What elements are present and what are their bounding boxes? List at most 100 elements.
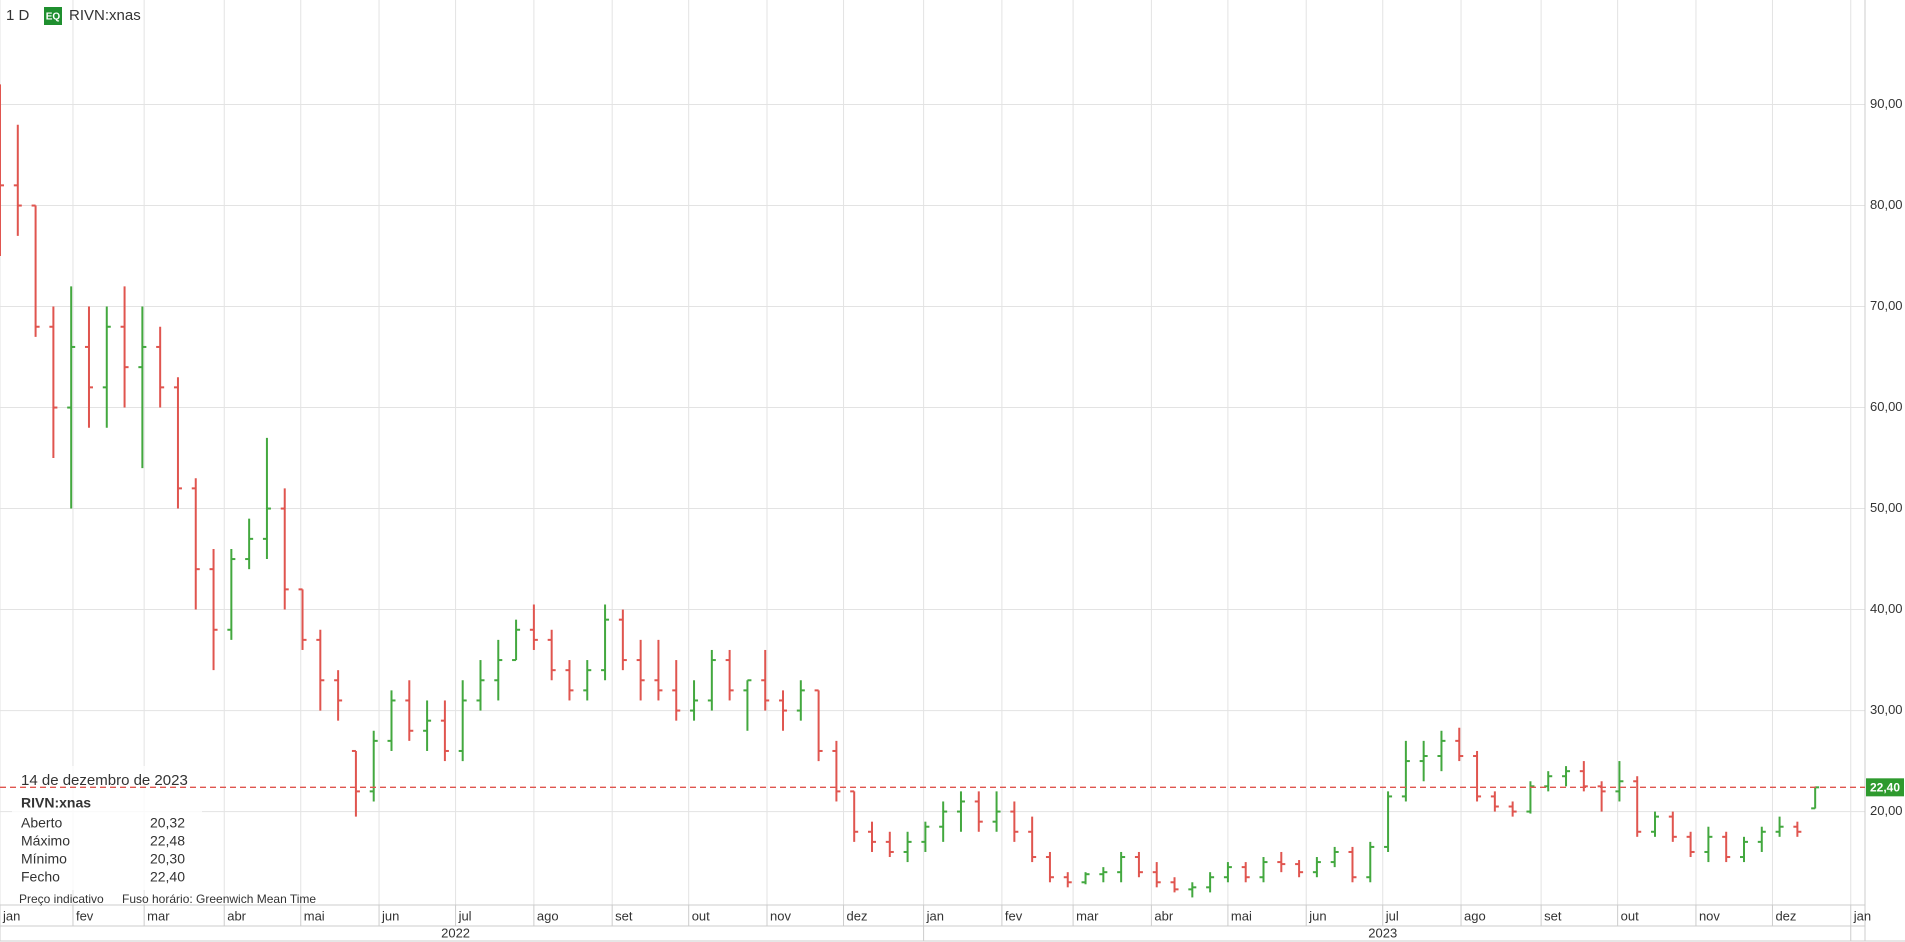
ohlc-bar [1437, 730, 1446, 772]
ohlc-bar [1206, 872, 1215, 893]
ohlc-bar [939, 801, 948, 842]
x-tick-label: abr [1154, 908, 1173, 923]
ohlc-bar [1348, 846, 1357, 883]
x-tick-label: mar [147, 908, 170, 923]
y-tick-label: 20,00 [1870, 803, 1903, 818]
ohlc-bar [1508, 801, 1517, 817]
ohlc-bar [1651, 811, 1660, 837]
ohlc-bar [1117, 851, 1126, 883]
ohlc-bar [1562, 766, 1571, 787]
ohlc-bar [1010, 801, 1019, 842]
x-tick-label: out [1621, 908, 1639, 923]
ohlc-bar [191, 478, 200, 610]
y-tick-label: 50,00 [1870, 500, 1903, 515]
y-tick-label: 40,00 [1870, 601, 1903, 616]
ohlc-bar [84, 306, 93, 428]
y-tick-label: 60,00 [1870, 399, 1903, 414]
ohlc-bar [583, 660, 592, 701]
ohlc-bar [280, 488, 289, 610]
ohlc-bar [1152, 862, 1161, 888]
x-tick-label: out [692, 908, 710, 923]
tooltip-row-value: 22,40 [150, 869, 185, 885]
x-tick-label: jan [2, 908, 20, 923]
ohlc-bar [832, 740, 841, 802]
symbol[interactable]: RIVN:xnas [69, 7, 141, 24]
ohlc-bar [67, 286, 76, 509]
ohlc-bar [1722, 831, 1731, 863]
ohlc-bar [956, 791, 965, 832]
ohlc-bar [1704, 826, 1713, 863]
x-tick-label: abr [227, 908, 246, 923]
ohlc-bar [1686, 831, 1695, 858]
y-tick-label: 70,00 [1870, 298, 1903, 313]
ohlc-bar [1063, 872, 1072, 888]
ohlc-bar [1633, 776, 1642, 837]
tooltip-row-value: 20,32 [150, 815, 185, 831]
ohlc-bar [1455, 727, 1464, 762]
ohlc-bar [1811, 786, 1820, 810]
tooltip-row-value: 22,48 [150, 833, 185, 849]
tooltip-date: 14 de dezembro de 2023 [21, 772, 188, 789]
tooltip: 14 de dezembro de 2023 RIVN:xnas Aberto 2… [12, 766, 202, 890]
ohlc-bar [49, 306, 58, 459]
x-tick-label: fev [76, 908, 94, 923]
tooltip-row-label: Fecho [21, 869, 60, 885]
ohlc-bar [1668, 811, 1677, 842]
ohlc-bar [423, 700, 432, 751]
ohlc-bar [1739, 836, 1748, 863]
ohlc-bar [725, 649, 734, 701]
tooltip-row-label: Mínimo [21, 851, 67, 867]
ohlc-bar [298, 588, 307, 650]
ohlc-bar [458, 680, 467, 762]
ohlc-bar [618, 609, 627, 671]
ohlc-bar [227, 548, 236, 640]
ohlc-bar [1241, 862, 1250, 883]
ohlc-bar [636, 639, 645, 701]
ohlc-bar [1188, 882, 1197, 898]
ohlc-bar [1490, 791, 1499, 812]
badge-bg [44, 7, 62, 25]
year-label: 2022 [441, 925, 470, 940]
badge: EQ [46, 12, 61, 23]
ohlc-bar [1473, 750, 1482, 802]
ohlc-bar [974, 791, 983, 832]
interval[interactable]: 1 D [6, 7, 30, 24]
ohlc-bar [601, 604, 610, 681]
ohlc-bar [743, 679, 752, 731]
ohlc-bar [1045, 851, 1054, 883]
ohlc-bar [850, 790, 859, 842]
last-price-label: 22,40 [1870, 781, 1900, 795]
ohlc-bar [690, 680, 699, 721]
ohlc-bar [761, 649, 770, 711]
ohlc-bar [440, 700, 449, 762]
tooltip-symbol: RIVN:xnas [21, 795, 91, 811]
x-tick-label: mar [1076, 908, 1099, 923]
x-tick-label: set [615, 908, 633, 923]
ohlc-bar [1330, 846, 1339, 868]
ohlc-bar [156, 326, 165, 408]
x-tick-label: nov [770, 908, 791, 923]
tooltip-row-value: 20,30 [150, 851, 185, 867]
ohlc-bar [405, 680, 414, 741]
ohlc-bar [31, 204, 40, 337]
ohlc-bar [1544, 771, 1553, 792]
ohlc-bar [351, 749, 360, 817]
x-tick-label: jan [926, 908, 944, 923]
ohlc-bar [1099, 867, 1108, 883]
ohlc-bar [334, 670, 343, 721]
y-tick-label: 30,00 [1870, 702, 1903, 717]
ohlc-bar [138, 306, 147, 469]
tooltip-row-label: Aberto [21, 815, 62, 831]
ohlc-bar [245, 518, 254, 570]
ohlc-bar [173, 377, 182, 509]
ohlc-bar [565, 660, 574, 701]
ohlc-bar [1419, 740, 1428, 782]
ohlc-bar [1223, 862, 1232, 883]
ohlc-bar [1793, 821, 1802, 837]
ohlc-bar [120, 286, 129, 408]
ohlc-bar [654, 639, 663, 701]
ohlc-bar [494, 639, 503, 701]
tooltip-bg [12, 766, 202, 890]
ohlc-bar [779, 690, 788, 731]
